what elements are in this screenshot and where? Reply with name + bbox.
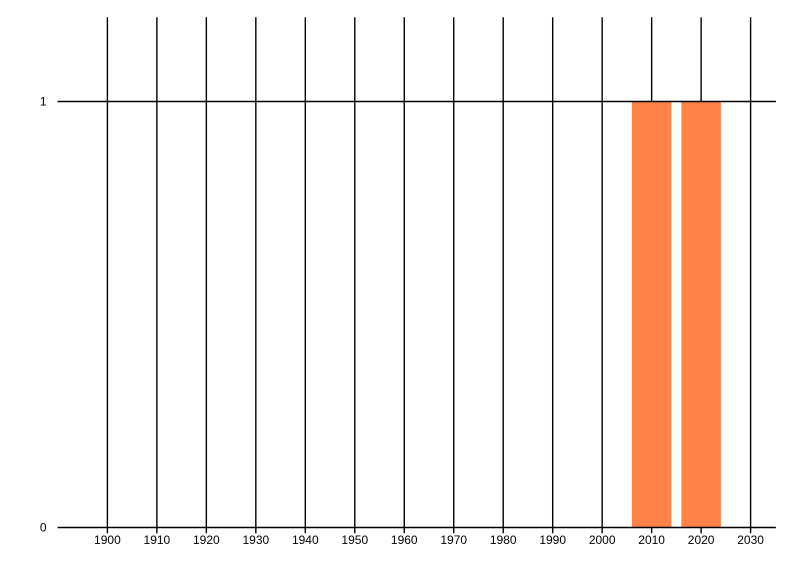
svg-text:1910: 1910 xyxy=(144,533,171,547)
svg-text:1900: 1900 xyxy=(94,533,121,547)
svg-text:1920: 1920 xyxy=(193,533,220,547)
svg-text:1980: 1980 xyxy=(490,533,517,547)
svg-text:1990: 1990 xyxy=(539,533,566,547)
svg-text:1: 1 xyxy=(40,95,47,109)
svg-text:0: 0 xyxy=(40,521,47,535)
svg-text:1940: 1940 xyxy=(292,533,319,547)
svg-text:2030: 2030 xyxy=(737,533,764,547)
svg-text:2010: 2010 xyxy=(638,533,665,547)
svg-text:1930: 1930 xyxy=(242,533,269,547)
svg-text:1970: 1970 xyxy=(440,533,467,547)
svg-text:2020: 2020 xyxy=(688,533,715,547)
svg-text:1960: 1960 xyxy=(391,533,418,547)
svg-text:2000: 2000 xyxy=(589,533,616,547)
svg-text:1950: 1950 xyxy=(341,533,368,547)
